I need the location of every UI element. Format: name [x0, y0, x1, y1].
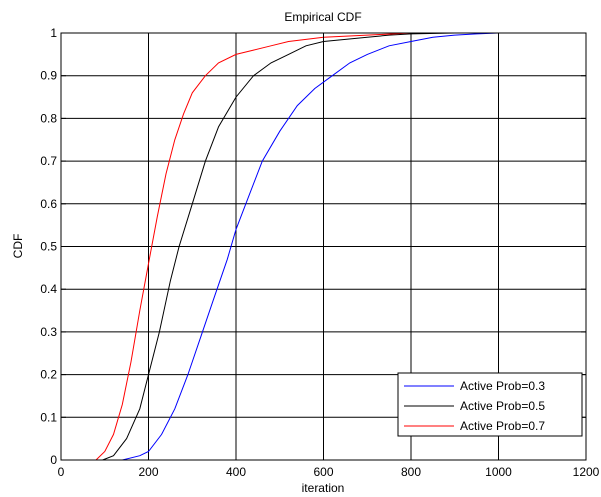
y-tick-label: 0.3 [40, 325, 57, 339]
legend: Active Prob=0.3 Active Prob=0.5 Active Pro… [397, 372, 583, 437]
y-tick-label: 0.6 [40, 197, 57, 211]
y-tick-label: 1 [50, 26, 57, 40]
legend-label-2: Active Prob=0.5 [460, 399, 545, 413]
series-lines [95, 32, 586, 461]
series-line-2 [102, 32, 586, 461]
legend-label-3: Active Prob=0.7 [460, 419, 545, 433]
x-tick-label: 0 [58, 465, 65, 479]
series-line-1 [122, 32, 586, 461]
chart-title: Empirical CDF [284, 10, 361, 24]
x-tick-label: 200 [138, 465, 158, 479]
y-tick-label: 0.2 [40, 368, 57, 382]
y-tick-label: 0.1 [40, 410, 57, 424]
y-axis-label: CDF [11, 234, 25, 259]
x-tick-label: 600 [313, 465, 333, 479]
y-tick-label: 0 [50, 453, 57, 467]
y-tick-label: 0.5 [40, 240, 57, 254]
axis-ticks: 0 200 400 600 800 1000 1200 0 0.1 0.2 0.3 0.4 0.5 0.6… [40, 26, 599, 479]
x-axis-label: iteration [302, 481, 345, 495]
x-tick-label: 1000 [485, 465, 512, 479]
x-tick-label: 1200 [573, 465, 600, 479]
legend-label-1: Active Prob=0.3 [460, 379, 545, 393]
series-line-3 [95, 32, 586, 461]
y-tick-label: 0.9 [40, 69, 57, 83]
x-tick-label: 800 [401, 465, 421, 479]
y-tick-label: 0.4 [40, 282, 57, 296]
x-tick-label: 400 [226, 465, 246, 479]
y-tick-label: 0.7 [40, 154, 57, 168]
y-tick-label: 0.8 [40, 111, 57, 125]
